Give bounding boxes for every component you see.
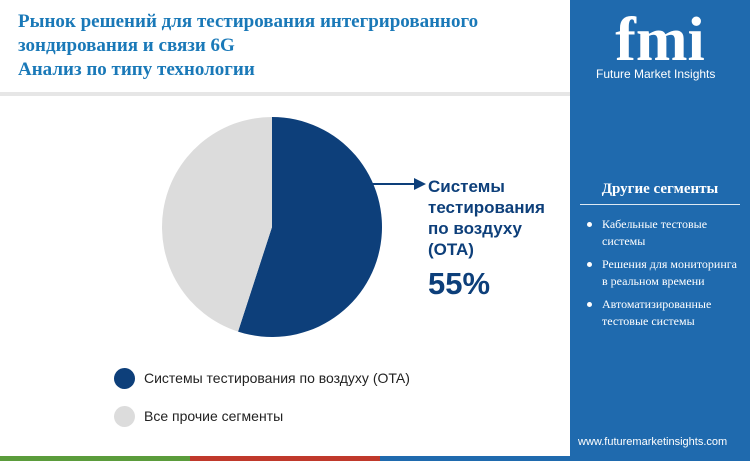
pie-slice (162, 117, 272, 332)
callout-line: Системы (428, 177, 505, 196)
other-segments-list: Кабельные тестовые системы Решения для м… (570, 216, 750, 336)
title-line: Анализ по типу технологии (18, 59, 255, 80)
callout-arrowhead (414, 178, 426, 190)
callout-line: по воздуху (428, 219, 522, 238)
bottom-accent-red (190, 456, 380, 461)
legend-item: Все прочие сегменты (114, 404, 410, 428)
sidebar: fmi Future Market Insights Другие сегмен… (570, 0, 750, 461)
callout-line: (OTA) (428, 240, 474, 259)
legend-label: Все прочие сегменты (144, 408, 284, 424)
callout-label: Системы тестирования по воздуху (OTA) (428, 176, 568, 260)
legend-swatch (114, 405, 135, 427)
bottom-accent-blue (380, 456, 750, 461)
pie-slice (238, 117, 382, 337)
other-segments-title: Другие сегменты (601, 181, 719, 197)
legend-item: Системы тестирования по воздуху (OTA) (114, 366, 410, 390)
legend-swatch (114, 367, 135, 389)
list-item: Кабельные тестовые системы (570, 216, 750, 250)
pie-chart (162, 117, 426, 337)
callout-line: тестирования (428, 198, 545, 217)
logo-text: fmi (615, 6, 705, 64)
title-divider (0, 92, 570, 96)
brand-tagline: Future Market Insights (596, 67, 716, 81)
page-title: Рынок решений для тестирования интегриро… (18, 10, 558, 82)
chart-legend: Системы тестирования по воздуху (OTA) Вс… (114, 366, 410, 442)
website-link[interactable]: www.futuremarketinsights.com (578, 436, 728, 448)
title-line: Рынок решений для тестирования интегриро… (18, 11, 479, 32)
bottom-accent-green (0, 456, 190, 461)
sidebar-divider (580, 204, 740, 205)
legend-label: Системы тестирования по воздуху (OTA) (144, 370, 410, 386)
list-item: Автоматизированные тестовые системы (570, 296, 750, 330)
fmi-logo: fmi (615, 6, 705, 64)
list-item: Решения для мониторинга в реальном време… (570, 256, 750, 290)
callout-value: 55% (428, 266, 491, 301)
title-line: зондирования и связи 6G (18, 35, 235, 56)
